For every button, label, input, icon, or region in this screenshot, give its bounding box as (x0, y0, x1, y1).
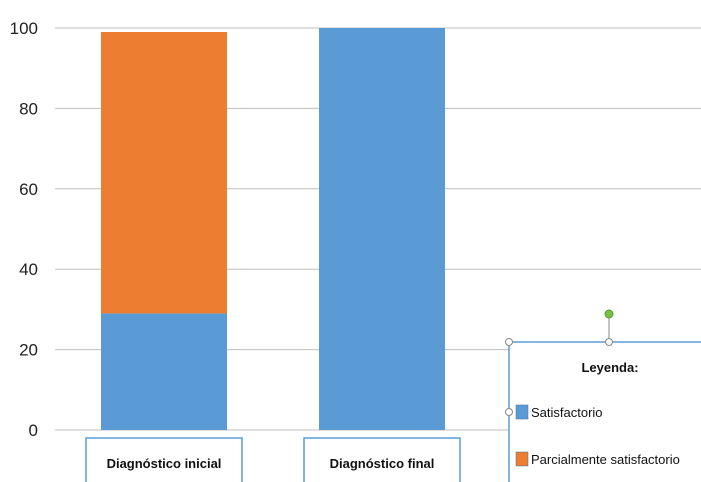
legend-label-satisfactorio: Satisfactorio (531, 405, 603, 420)
x-tick-label-diagnostico-final: Diagnóstico final (330, 456, 435, 471)
legend-resize-handle-top-mid[interactable] (605, 338, 613, 346)
y-tick-label-80: 80 (19, 99, 38, 118)
legend-title: Leyenda: (581, 360, 638, 375)
legend-swatch-parcialmente-satisfactorio (515, 451, 529, 467)
x-tick-label-diagnostico-inicial: Diagnóstico inicial (107, 456, 222, 471)
bars (101, 28, 445, 430)
legend-resize-handle-left-mid[interactable] (505, 408, 513, 416)
category-box-diagnostico-final (303, 437, 461, 482)
legend-swatch-satisfactorio (515, 404, 529, 420)
bar-diagnostico-inicial-parcialmente-satisfactorio (101, 32, 227, 314)
category-box-diagnostico-inicial (85, 437, 243, 482)
legend-rotate-handle[interactable] (604, 309, 614, 319)
category-labels: Diagnóstico inicial Diagnóstico final (85, 437, 461, 482)
bar-diagnostico-final-satisfactorio (319, 28, 445, 430)
y-tick-label-0: 0 (29, 421, 38, 440)
legend-resize-handle-top-left[interactable] (505, 338, 513, 346)
legend-label-parcialmente-satisfactorio: Parcialmente satisfactorio (531, 452, 680, 467)
y-tick-label-20: 20 (19, 341, 38, 360)
y-tick-label-40: 40 (19, 260, 38, 279)
bar-diagnostico-inicial-satisfactorio (101, 313, 227, 430)
y-tick-label-100: 100 (10, 19, 38, 38)
legend[interactable]: Leyenda: Satisfactorio Parcialmente sati… (505, 309, 701, 482)
y-axis-ticks: 0 20 40 60 80 100 (10, 19, 38, 440)
y-tick-label-60: 60 (19, 180, 38, 199)
